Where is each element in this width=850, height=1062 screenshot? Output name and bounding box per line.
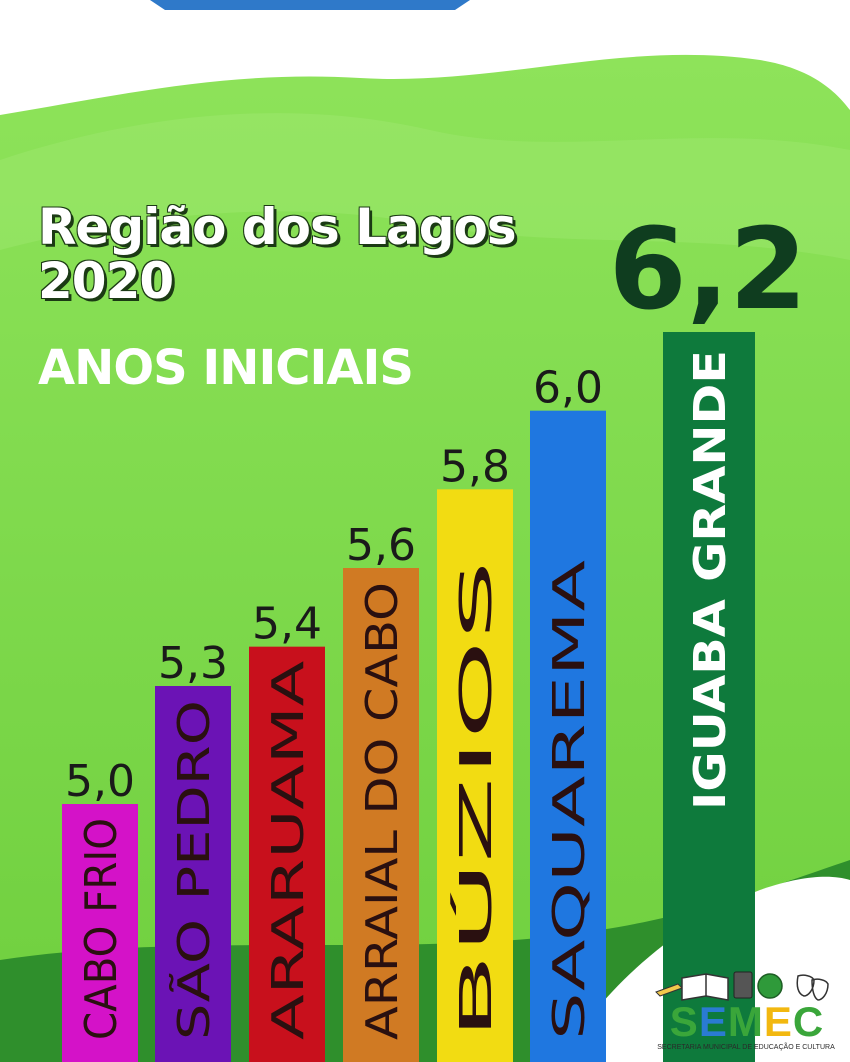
globe-icon <box>757 973 783 999</box>
chart-title-line2: 2020 <box>38 252 174 310</box>
bar <box>437 489 513 1062</box>
value-label: 5,6 <box>346 520 416 571</box>
chart-title-line1: Região dos Lagos <box>38 198 517 256</box>
calculator-icon <box>733 971 753 999</box>
highlight-value-label: 6,2 <box>609 205 807 335</box>
bar <box>155 686 231 1062</box>
bar <box>343 568 419 1062</box>
light-wave-accent <box>0 113 850 260</box>
book-icon <box>681 973 729 1001</box>
top-banner-partial <box>150 0 470 10</box>
value-label: 5,8 <box>440 441 510 492</box>
category-label: BÚZIOS <box>449 560 502 1040</box>
category-label: SÃO PEDRO <box>168 700 220 1040</box>
category-label: ARARUAMA <box>263 661 314 1040</box>
logo-letter: E <box>763 998 793 1045</box>
logo-letter: E <box>698 998 728 1045</box>
semec-logo: SEMEC SECRETARIA MUNICIPAL DE EDUCAÇÃO E… <box>648 966 844 1058</box>
bar <box>530 410 606 1062</box>
category-label: SAQUAREMA <box>544 560 595 1040</box>
logo-letter: S <box>669 998 699 1045</box>
logo-icons <box>655 971 829 1001</box>
bar <box>62 804 138 1062</box>
bar-group: 5,0 CABO FRIO 5,3 SÃO PEDRO 5,4 ARARUAMA 5,6 AR… <box>62 205 807 1062</box>
category-label: IGUABA GRANDE <box>685 350 736 810</box>
value-label: 6,0 <box>533 363 603 414</box>
value-label: 5,3 <box>158 638 228 689</box>
logo-wordmark: SEMEC <box>652 998 842 1046</box>
category-label: CABO FRIO <box>76 818 127 1040</box>
bar <box>249 646 325 1062</box>
category-label: ARRAIAL DO CABO <box>357 582 408 1040</box>
chart-subtitle: ANOS INICIAIS <box>38 340 414 396</box>
bar <box>663 332 755 1062</box>
logo-caption: SECRETARIA MUNICIPAL DE EDUCAÇÃO E CULTU… <box>657 1044 835 1051</box>
value-label: 5,4 <box>252 599 322 650</box>
pencil-icon <box>655 983 683 997</box>
logo-letter: C <box>792 998 825 1045</box>
value-label: 5,0 <box>65 756 135 807</box>
logo-letter: M <box>727 998 764 1045</box>
theater-masks-icon <box>796 974 829 1001</box>
